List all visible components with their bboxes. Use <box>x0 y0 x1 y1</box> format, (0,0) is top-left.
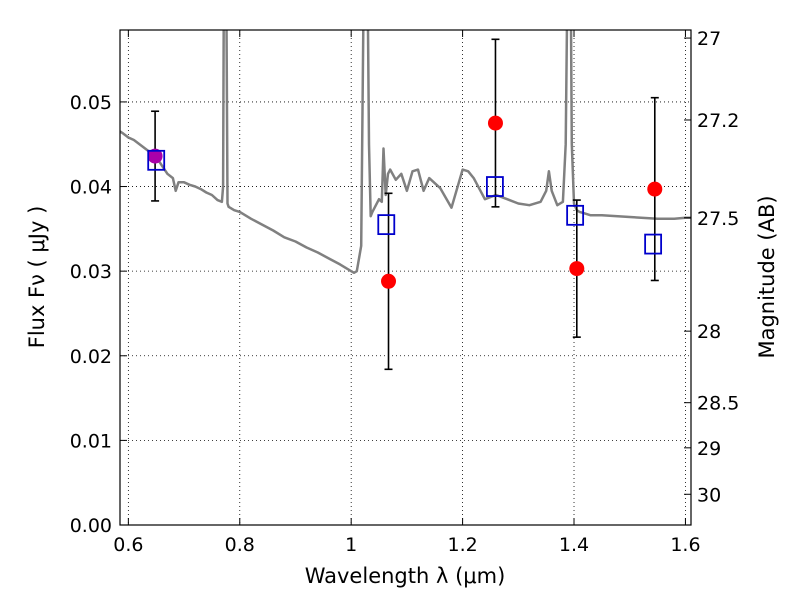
y-tick-label: 0.05 <box>70 92 112 114</box>
y-tick-label: 0.02 <box>70 346 112 368</box>
model-spectrum-line <box>120 30 691 275</box>
x-tick-label: 1.2 <box>447 534 477 556</box>
y-tick-label: 0.03 <box>70 261 112 283</box>
observed-point <box>381 273 397 289</box>
y2-tick-label: 27.2 <box>697 110 739 132</box>
x-tick-label: 0.6 <box>113 534 143 556</box>
y-axis-label: Flux Fν ( μJy ) <box>25 206 49 349</box>
plot-frame <box>119 29 692 526</box>
observed-point <box>569 261 585 277</box>
model-photometry-square <box>566 204 585 226</box>
model-photometry-square <box>377 214 396 236</box>
y-tick-label: 0.01 <box>70 430 112 452</box>
y2-tick-label: 30 <box>697 484 721 506</box>
x-axis-label: Wavelength λ (μm) <box>305 564 506 588</box>
y2-tick-label: 28.5 <box>697 393 739 415</box>
observed-point <box>487 115 503 131</box>
y-tick-label: 0.04 <box>70 177 112 199</box>
observed-point <box>147 148 163 164</box>
x-tick-label: 1 <box>345 534 357 556</box>
axes-layer <box>119 29 692 526</box>
ticks-layer: 0.6 0.8 1 1.2 1.4 1.6 0.00 0.01 0.02 0.03 0.04 0.05… <box>70 28 740 556</box>
x-tick-label: 1.4 <box>559 534 589 556</box>
y-tick-label: 0.00 <box>70 515 112 537</box>
grid-layer <box>120 30 691 526</box>
observed-point <box>647 181 663 197</box>
x-tick-label: 0.8 <box>225 534 255 556</box>
y2-tick-label: 28 <box>697 321 721 343</box>
series-layer <box>120 30 691 371</box>
y2-tick-label: 27 <box>697 28 721 50</box>
y2-tick-label: 27.5 <box>697 208 739 230</box>
model-photometry-square <box>644 233 663 255</box>
x-tick-label: 1.6 <box>670 534 700 556</box>
y2-axis-label: Magnitude (AB) <box>755 195 779 358</box>
y2-tick-label: 29 <box>697 438 721 460</box>
model-photometry-square <box>147 149 166 171</box>
model-photometry-square <box>486 176 504 197</box>
